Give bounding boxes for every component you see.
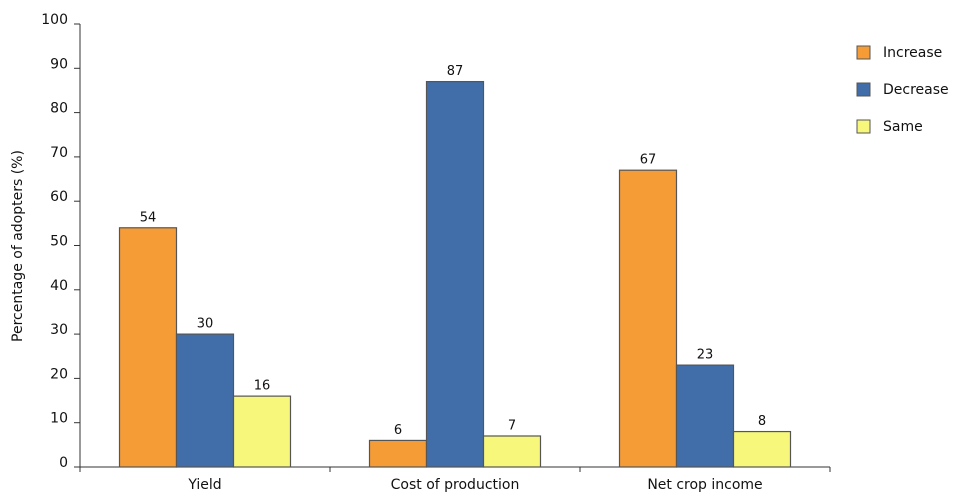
y-tick-label: 0 [59,455,68,471]
legend-label: Increase [883,45,942,61]
value-label: 54 [140,210,157,225]
y-tick-label: 40 [50,278,68,294]
y-tick-label: 70 [50,145,68,161]
y-tick-label: 30 [50,322,68,338]
y-tick-label: 100 [41,12,68,28]
bar [118,227,178,468]
value-label: 16 [254,379,271,394]
x-tick-label: Net crop income [647,477,762,493]
bar [732,430,792,468]
legend-label: Same [883,119,923,135]
legend-swatch [856,45,871,60]
y-axis-label: Percentage of adopters (%) [10,150,26,342]
y-tick-label: 20 [50,366,68,382]
value-label: 6 [394,423,402,438]
y-tick-label: 60 [50,189,68,205]
value-label: 7 [508,418,516,433]
value-label: 67 [640,153,657,168]
value-label: 30 [197,317,214,332]
bar [175,333,235,468]
bar [675,364,735,468]
x-tick-label: Yield [187,477,221,493]
bar [368,439,428,468]
legend-label: Decrease [883,82,949,98]
value-label: 8 [758,414,766,429]
y-tick-label: 90 [50,56,68,72]
bar [232,395,292,468]
value-label: 23 [697,348,714,363]
bar [618,169,678,468]
value-label: 87 [447,64,464,79]
bar [425,80,485,468]
y-tick-label: 50 [50,234,68,250]
legend-swatch [856,119,871,134]
bar [482,435,542,468]
y-tick-label: 80 [50,101,68,117]
y-tick-label: 10 [50,411,68,427]
legend-swatch [856,82,871,97]
x-tick-label: Cost of production [391,477,520,493]
